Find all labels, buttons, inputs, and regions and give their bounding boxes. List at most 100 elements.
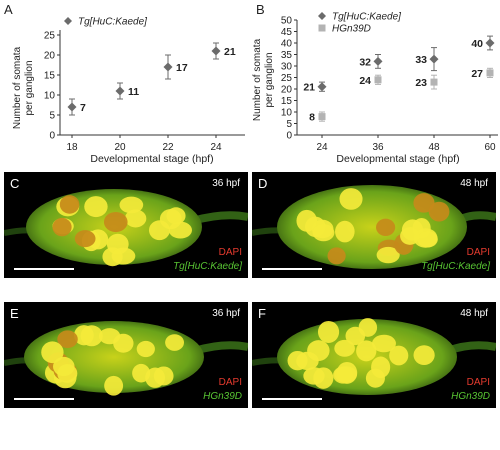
chart-a-ylabel: Number of somata per ganglion (12, 46, 35, 129)
cell-nucleus (296, 351, 319, 371)
chart-a-ylabel-line2: per ganglion (24, 60, 35, 115)
cell-nucleus (358, 318, 378, 337)
chartB-xtick-label: 60 (484, 142, 496, 153)
chartB-point-diamond (373, 56, 383, 66)
chartB-legend-label: Tg[HuC:Kaede] (332, 12, 401, 23)
chartA-legend-label: Tg[HuC:Kaede] (78, 17, 147, 28)
micrograph-e-marker-label: HGn39D (203, 391, 242, 402)
chartB-ytick-label: 30 (281, 62, 293, 73)
micrograph-d-scalebar (262, 268, 322, 270)
chartA-ytick-label: 20 (44, 51, 56, 62)
cell-nucleus (59, 195, 80, 214)
micrograph-e-letter: E (10, 306, 19, 321)
micrograph-d-time: 48 hpf (460, 178, 488, 189)
cell-nucleus (52, 356, 75, 377)
cell-nucleus (57, 330, 78, 349)
cell-nucleus (148, 220, 170, 241)
micrograph-e-time: 36 hpf (212, 308, 240, 319)
chartB-data-label: 21 (303, 82, 315, 94)
cell-nucleus (317, 320, 340, 343)
cell-nucleus (400, 227, 420, 245)
panel-letter-a: A (4, 2, 13, 17)
micrograph-c-marker-label: Tg[HuC:Kaede] (173, 261, 242, 272)
chartA-ytick-label: 25 (44, 31, 56, 42)
cell-nucleus (413, 345, 435, 365)
micrograph-c-dapi-label: DAPI (218, 247, 242, 258)
chartA-point-diamond (67, 102, 77, 112)
cell-nucleus (312, 224, 335, 242)
cell-nucleus (335, 220, 355, 243)
chartB-data-label: 32 (359, 56, 371, 68)
chartB-data-label: 24 (359, 75, 371, 87)
chartB-ytick-label: 0 (286, 131, 292, 142)
chartB-point-square (486, 69, 494, 77)
chartA-data-label: 7 (80, 102, 86, 114)
chartB-point-square (430, 78, 438, 86)
chart-a-xlabel: Developmental stage (hpf) (90, 153, 213, 165)
chartB-xtick-label: 24 (316, 142, 328, 153)
chartB-point-square (318, 113, 326, 121)
chartB-legend-marker (318, 12, 326, 20)
cell-nucleus (132, 363, 151, 383)
cell-nucleus (376, 246, 400, 264)
chartB-legend-label: HGn39D (332, 24, 371, 35)
chartB-data-label: 27 (471, 68, 483, 80)
cell-nucleus (417, 231, 438, 248)
chartA-xtick-label: 20 (114, 142, 126, 153)
chartB-data-label: 23 (415, 77, 427, 89)
cell-nucleus (168, 221, 192, 239)
cell-nucleus (136, 340, 155, 358)
chartB-ytick-label: 5 (286, 119, 292, 130)
chart-b-xlabel: Developmental stage (hpf) (336, 153, 459, 165)
cell-nucleus (103, 211, 128, 233)
cell-nucleus (153, 366, 174, 386)
cell-nucleus (119, 196, 144, 214)
cell-nucleus (371, 356, 391, 379)
chartA-xtick-label: 22 (162, 142, 174, 153)
micrograph-d-marker-label: Tg[HuC:Kaede] (421, 261, 490, 272)
chartB-ytick-label: 40 (281, 39, 293, 50)
cell-nucleus (166, 207, 186, 225)
panel-letter-b: B (256, 2, 265, 17)
micrograph-e-image (4, 321, 248, 396)
chartB-legend-marker (318, 24, 326, 32)
cell-nucleus (104, 375, 124, 396)
micrograph-d-image (252, 185, 496, 269)
chartA-point-diamond (211, 46, 221, 56)
chartB-data-label: 33 (415, 54, 427, 66)
micrograph-f-scalebar (262, 398, 322, 400)
cell-nucleus (413, 193, 435, 213)
micrograph-d-letter: D (258, 176, 268, 191)
chartB-ytick-label: 45 (281, 27, 293, 38)
chartB-point-square (374, 76, 382, 84)
micrograph-d: D 48 hpf DAPI Tg[HuC:Kaede] (252, 172, 496, 278)
chartB-data-label: 8 (309, 112, 315, 124)
chart-a-ylabel-line1: Number of somata (12, 46, 23, 129)
chartA-xtick-label: 24 (210, 142, 222, 153)
cell-nucleus (98, 328, 121, 345)
micrograph-c-time: 36 hpf (212, 178, 240, 189)
cell-nucleus (356, 340, 377, 362)
chartA-ytick-label: 5 (49, 111, 55, 122)
chartB-point-diamond (485, 38, 495, 48)
micrograph-c-image (4, 189, 248, 267)
chartB-ytick-label: 10 (281, 108, 293, 119)
micrograph-d-dapi-label: DAPI (466, 247, 490, 258)
chartB-point-diamond (429, 54, 439, 64)
cell-nucleus (124, 209, 147, 228)
cell-nucleus (41, 341, 64, 364)
cell-nucleus (303, 367, 325, 385)
micrograph-f-marker-label: HGn39D (451, 391, 490, 402)
chartA-point-diamond (163, 62, 173, 72)
chartA-ytick-label: 0 (49, 131, 55, 142)
micrograph-e-dapi-label: DAPI (218, 377, 242, 388)
micrograph-c-scalebar (14, 268, 74, 270)
cell-nucleus (165, 334, 185, 351)
micrograph-f-image (252, 318, 496, 395)
chartA-ytick-label: 10 (44, 91, 56, 102)
micrograph-e: E 36 hpf DAPI HGn39D (4, 302, 248, 408)
chartB-ytick-label: 20 (281, 85, 293, 96)
cell-nucleus (74, 230, 96, 248)
chart-b-ylabel-line2: per ganglion (264, 52, 275, 107)
chartA-xtick-label: 18 (66, 142, 78, 153)
